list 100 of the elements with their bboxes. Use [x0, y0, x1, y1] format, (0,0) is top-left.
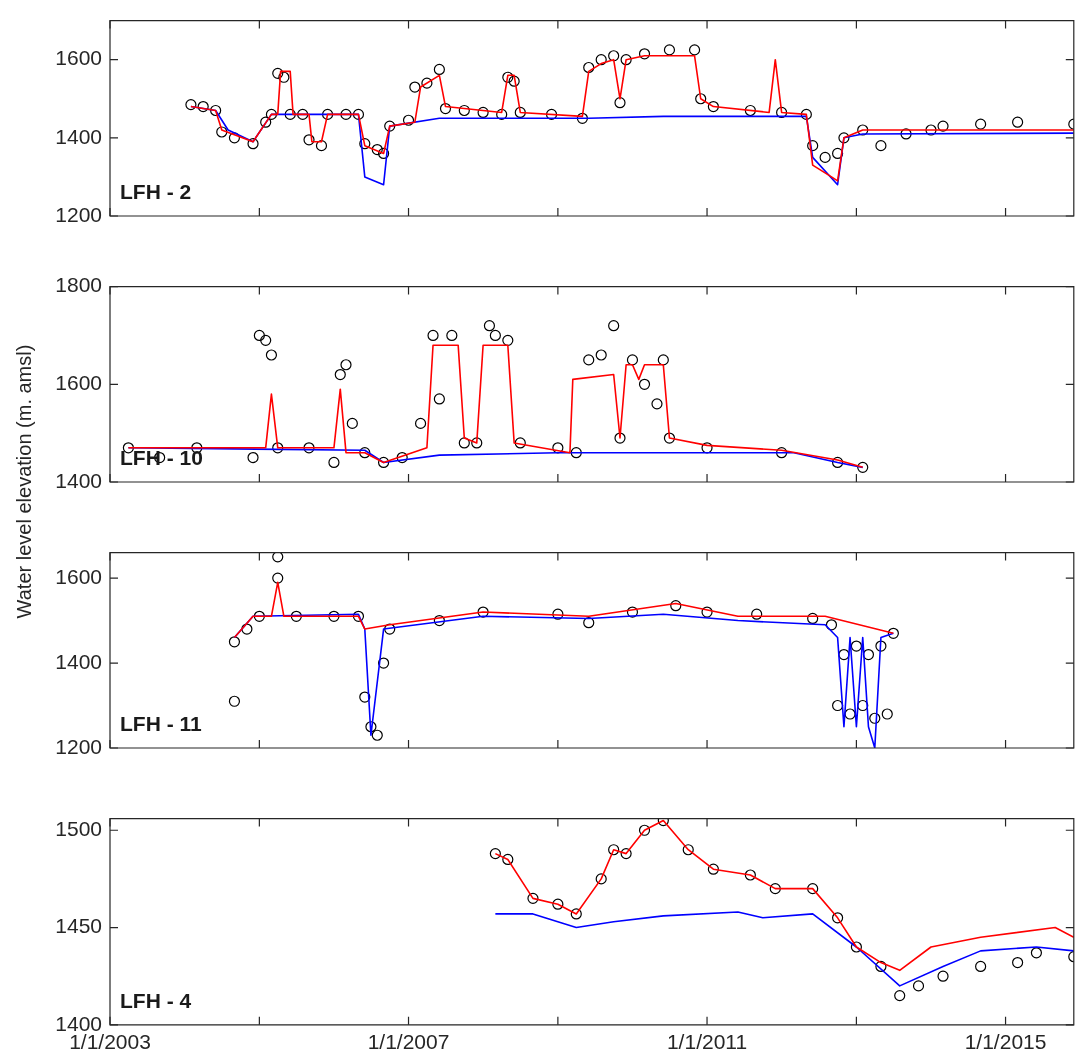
point	[433, 63, 445, 76]
point	[887, 627, 899, 639]
point	[477, 106, 489, 119]
point	[657, 818, 669, 827]
point	[496, 108, 508, 120]
point	[744, 104, 756, 117]
point	[583, 617, 595, 629]
point	[377, 147, 390, 160]
point	[701, 606, 713, 618]
point	[402, 114, 415, 126]
point	[626, 354, 639, 366]
point	[315, 140, 328, 152]
point	[290, 610, 302, 622]
point	[414, 417, 427, 429]
point	[197, 100, 209, 113]
y-tick-label: 1200	[55, 734, 102, 758]
point	[359, 138, 371, 150]
point	[862, 648, 875, 661]
point	[502, 71, 514, 83]
point	[228, 636, 241, 648]
point	[670, 600, 682, 612]
point	[807, 612, 819, 625]
point	[869, 712, 881, 724]
point	[751, 608, 763, 620]
point	[284, 108, 296, 120]
y-tick-label: 1200	[55, 202, 102, 226]
point	[247, 451, 259, 464]
point	[614, 97, 626, 109]
x-tick-label: 1/1/2011	[666, 1030, 748, 1054]
point	[701, 442, 713, 454]
point	[825, 619, 838, 631]
point	[626, 606, 639, 618]
point	[608, 320, 620, 332]
point	[334, 368, 346, 381]
point	[297, 108, 309, 120]
point	[552, 608, 564, 620]
point	[346, 417, 358, 429]
point	[253, 329, 265, 342]
point	[272, 552, 284, 563]
point	[446, 329, 458, 342]
point	[657, 354, 669, 366]
point	[707, 100, 719, 113]
y-tick-label: 1600	[55, 371, 102, 395]
point	[340, 108, 352, 120]
point	[352, 108, 365, 120]
point	[359, 691, 371, 703]
point	[900, 128, 912, 140]
point	[875, 140, 887, 152]
point	[216, 126, 228, 138]
point	[651, 398, 663, 410]
point	[458, 104, 470, 117]
point	[328, 610, 340, 622]
point	[776, 447, 788, 459]
point	[439, 102, 452, 115]
point	[975, 960, 987, 973]
point	[371, 729, 383, 741]
point	[210, 104, 222, 117]
annotation: LFH - 4	[120, 989, 192, 1013]
point	[272, 572, 284, 584]
point	[458, 437, 470, 449]
y-tick-label: 1400	[55, 468, 102, 492]
point	[663, 432, 676, 444]
point	[832, 456, 844, 469]
point	[278, 71, 290, 83]
y-axis-title: Water level elevation (m. amsl)	[12, 343, 36, 621]
point	[247, 138, 259, 150]
point	[228, 695, 241, 707]
point	[832, 147, 844, 160]
point	[912, 980, 925, 992]
point	[857, 461, 869, 473]
point	[875, 640, 887, 652]
y-tick-label: 1600	[55, 46, 102, 70]
point	[241, 623, 253, 635]
point	[937, 120, 949, 132]
annotation: LFH - 2	[120, 180, 192, 204]
point	[608, 844, 620, 856]
point	[776, 106, 788, 119]
point	[570, 908, 582, 920]
point	[272, 442, 284, 454]
point	[1012, 956, 1024, 969]
point	[744, 869, 756, 881]
point	[800, 108, 812, 120]
point	[396, 451, 408, 464]
point	[433, 393, 445, 405]
point	[260, 116, 272, 128]
point	[769, 883, 781, 895]
point	[483, 320, 496, 332]
point	[377, 657, 390, 669]
point	[272, 67, 284, 79]
point	[508, 75, 520, 87]
point	[359, 447, 371, 459]
point	[875, 960, 887, 973]
point	[663, 44, 676, 56]
point	[352, 610, 365, 622]
point	[576, 112, 588, 124]
point	[303, 442, 315, 454]
point	[881, 708, 893, 720]
point	[832, 699, 844, 712]
annotation: LFH - 11	[120, 712, 202, 736]
point	[253, 610, 265, 622]
